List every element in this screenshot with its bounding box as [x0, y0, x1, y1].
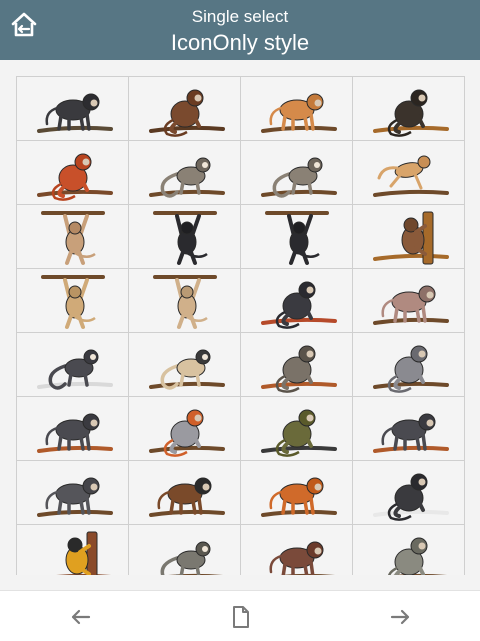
grid-cell[interactable]	[17, 205, 128, 268]
monkey-icon-26	[148, 477, 225, 517]
monkey-icon-32	[386, 537, 448, 575]
monkey-icon-28	[372, 473, 449, 521]
monkey-icon-30	[160, 541, 224, 575]
grid-cell[interactable]	[17, 141, 128, 204]
grid-cell[interactable]	[241, 205, 352, 268]
monkey-icon-19	[260, 345, 337, 393]
grid-cell[interactable]	[353, 205, 464, 268]
monkey-icon-3	[260, 93, 337, 133]
grid-cell[interactable]	[353, 77, 464, 140]
grid-cell[interactable]	[129, 269, 240, 332]
monkey-icon-20	[372, 345, 449, 393]
monkey-icon-8	[372, 155, 449, 197]
grid-cell[interactable]	[17, 461, 128, 524]
icon-grid	[17, 77, 465, 575]
monkey-icon-6	[148, 157, 225, 198]
grid-cell[interactable]	[241, 461, 352, 524]
monkey-icon-18	[148, 349, 225, 390]
grid-cell[interactable]	[129, 77, 240, 140]
bottom-nav	[0, 590, 480, 641]
grid-cell[interactable]	[17, 77, 128, 140]
header-subtitle: Single select	[191, 7, 289, 26]
grid-cell[interactable]	[241, 397, 352, 460]
grid-cell[interactable]	[17, 269, 128, 332]
monkey-icon-13	[40, 274, 105, 329]
monkey-icon-16	[372, 285, 449, 325]
monkey-icon-25	[36, 477, 113, 517]
icon-grid-container[interactable]	[16, 76, 465, 575]
grid-cell[interactable]	[129, 461, 240, 524]
monkey-icon-31	[268, 541, 336, 575]
grid-cell[interactable]	[241, 141, 352, 204]
monkey-icon-4	[372, 89, 449, 137]
app-header: Single select IconOnly style	[0, 0, 480, 60]
monkey-icon-24	[372, 413, 449, 453]
monkey-icon-23	[260, 409, 337, 457]
arrow-left-icon[interactable]	[67, 603, 95, 631]
monkey-icon-1	[36, 93, 113, 133]
monkey-icon-2	[148, 89, 225, 137]
grid-cell[interactable]	[353, 525, 464, 575]
grid-cell[interactable]	[241, 77, 352, 140]
grid-cell[interactable]	[17, 333, 128, 396]
grid-cell[interactable]	[241, 333, 352, 396]
monkey-icon-7	[260, 157, 337, 198]
grid-cell[interactable]	[129, 205, 240, 268]
document-icon[interactable]	[226, 603, 254, 631]
grid-cell[interactable]	[353, 397, 464, 460]
grid-cell[interactable]	[17, 525, 128, 575]
monkey-icon-14	[152, 274, 217, 329]
grid-cell[interactable]	[353, 333, 464, 396]
grid-cell[interactable]	[129, 333, 240, 396]
monkey-icon-22	[148, 409, 225, 457]
monkey-icon-10	[152, 210, 217, 265]
monkey-icon-5	[36, 153, 113, 201]
grid-cell[interactable]	[353, 269, 464, 332]
home-back-icon[interactable]	[9, 10, 39, 40]
monkey-icon-9	[40, 210, 105, 265]
monkey-icon-21	[36, 413, 113, 453]
grid-cell[interactable]	[129, 397, 240, 460]
monkey-icon-27	[260, 477, 337, 517]
monkey-icon-17	[36, 349, 113, 390]
grid-cell[interactable]	[241, 525, 352, 575]
monkey-icon-29	[50, 531, 112, 575]
grid-cell[interactable]	[353, 461, 464, 524]
monkey-icon-15	[260, 281, 337, 329]
arrow-right-icon[interactable]	[386, 603, 414, 631]
grid-cell[interactable]	[129, 141, 240, 204]
grid-cell[interactable]	[129, 525, 240, 575]
monkey-icon-12	[372, 211, 449, 264]
page-title: IconOnly style	[170, 30, 310, 55]
grid-cell[interactable]	[17, 397, 128, 460]
monkey-icon-11	[264, 210, 329, 265]
grid-cell[interactable]	[241, 269, 352, 332]
grid-cell[interactable]	[353, 141, 464, 204]
